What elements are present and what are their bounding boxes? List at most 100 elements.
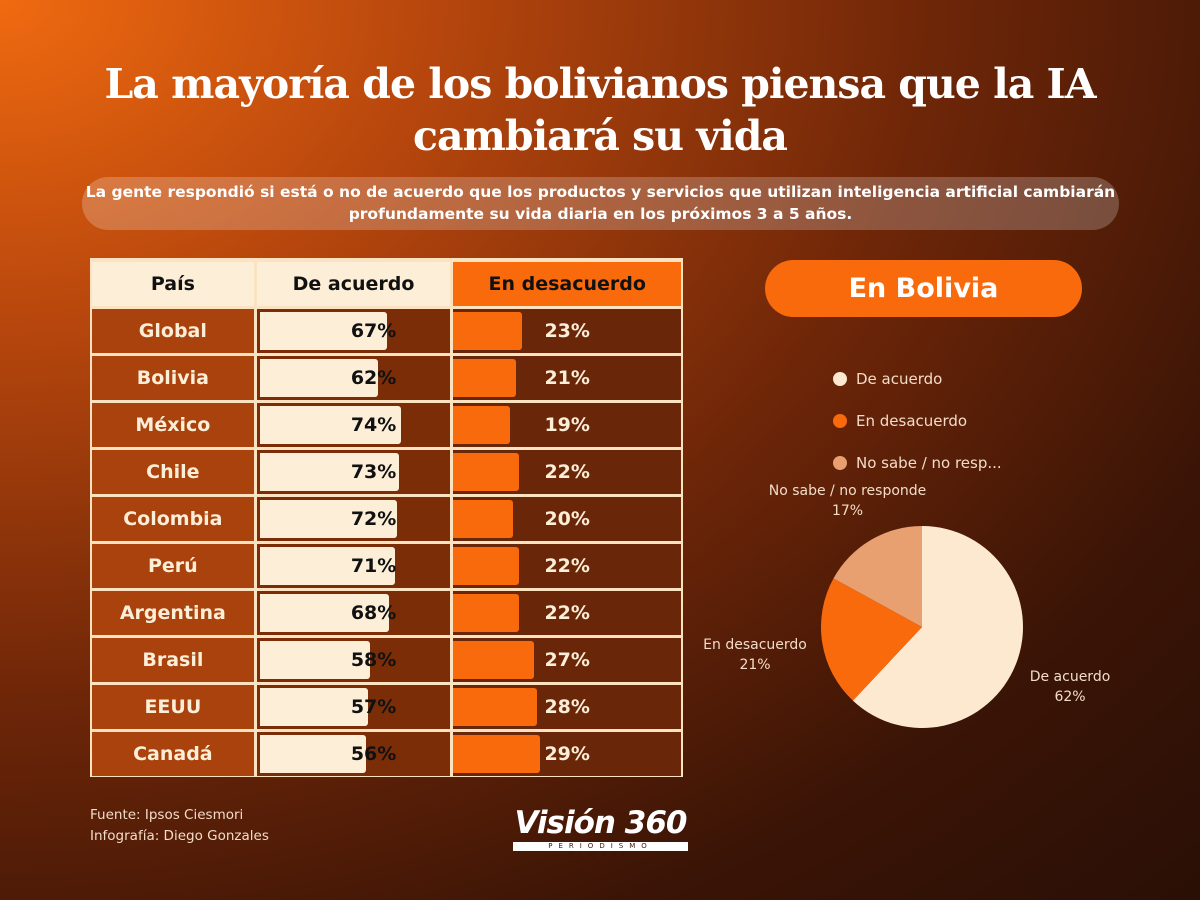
disagree-value: 22% [544,460,590,483]
agree-bar [259,311,387,350]
disagree-cell: 29% [453,731,681,776]
agree-value: 74% [350,413,397,436]
legend-item: De acuerdo [833,358,1002,400]
table-row: México 74% 19% [92,401,681,448]
header-country: País [92,262,254,306]
agree-value: 56% [350,742,397,765]
agree-bar [259,358,378,397]
disagree-bar [453,452,520,491]
agree-bar [259,546,395,585]
agree-value: 57% [350,695,397,718]
table-row: EEUU 57% 28% [92,683,681,730]
disagree-bar [453,593,520,632]
agree-value: 68% [350,601,397,624]
disagree-cell: 27% [453,637,681,682]
agree-cell: 73% [256,449,451,494]
country-name: Bolivia [92,355,254,400]
disagree-cell: 23% [453,308,681,353]
agree-cell: 71% [256,543,451,588]
credit: Infografía: Diego Gonzales [90,828,269,844]
table-row: Canadá 56% 29% [92,730,681,777]
disagree-bar [453,311,523,350]
disagree-value: 22% [544,554,590,577]
pie-slice [833,526,922,627]
table-row: Bolivia 62% 21% [92,354,681,401]
disagree-value: 23% [544,319,590,342]
table-row: Colombia 72% 20% [92,495,681,542]
disagree-value: 29% [544,742,590,765]
disagree-bar [453,546,520,585]
agree-cell: 68% [256,590,451,635]
disagree-bar [453,499,514,538]
country-name: Colombia [92,496,254,541]
disagree-cell: 22% [453,543,681,588]
agree-bar [259,593,389,632]
legend-label: No sabe / no resp... [856,454,1002,472]
disagree-cell: 22% [453,590,681,635]
table-row: Argentina 68% 22% [92,589,681,636]
legend-label: De acuerdo [856,370,943,388]
table-row: Global 67% 23% [92,307,681,354]
disagree-value: 28% [544,695,590,718]
agree-value: 73% [350,460,397,483]
agree-value: 67% [350,319,397,342]
slice-label-unknown: No sabe / no responde 17% [768,483,927,519]
agree-cell: 62% [256,355,451,400]
table-header: País De acuerdo En desacuerdo [92,260,681,307]
disagree-cell: 22% [453,449,681,494]
legend-dot-icon [833,456,847,470]
legend-dot-icon [833,372,847,386]
legend-item: No sabe / no resp... [833,442,1002,484]
table-row: Chile 73% 22% [92,448,681,495]
legend-item: En desacuerdo [833,400,1002,442]
pie-legend: De acuerdo En desacuerdo No sabe / no re… [833,358,1002,484]
country-name: México [92,402,254,447]
country-name: Global [92,308,254,353]
agree-value: 72% [350,507,397,530]
agree-cell: 74% [256,402,451,447]
disagree-bar [453,358,517,397]
agree-cell: 58% [256,637,451,682]
agree-value: 71% [350,554,397,577]
agree-bar [259,734,366,773]
logo: Visión 360 PERIODISMO GLOBAL [513,805,688,859]
slice-label-agree: De acuerdo 62% [1029,669,1111,705]
agree-bar [259,687,368,726]
agree-cell: 72% [256,496,451,541]
agree-cell: 67% [256,308,451,353]
pie-slice [821,578,922,701]
agree-cell: 57% [256,684,451,729]
source: Fuente: Ipsos Ciesmori [90,807,244,823]
disagree-cell: 19% [453,402,681,447]
subtitle: La gente respondió si está o no de acuer… [82,177,1119,230]
country-name: Argentina [92,590,254,635]
table-row: Brasil 58% 27% [92,636,681,683]
slice-label-disagree: En desacuerdo 21% [703,637,807,673]
legend-label: En desacuerdo [856,412,968,430]
disagree-bar [453,640,535,679]
pie-slice [852,526,1023,728]
disagree-value: 20% [544,507,590,530]
header-disagree: En desacuerdo [453,262,681,306]
footer: Fuente: Ipsos Ciesmori Infografía: Diego… [90,805,269,847]
page-title: La mayoría de los bolivianos piensa que … [104,60,1096,160]
disagree-cell: 20% [453,496,681,541]
disagree-bar [453,734,541,773]
country-name: Brasil [92,637,254,682]
country-name: Perú [92,543,254,588]
disagree-bar [453,405,511,444]
agree-bar [259,499,397,538]
disagree-cell: 21% [453,355,681,400]
disagree-value: 21% [544,366,590,389]
disagree-value: 19% [544,413,590,436]
agree-bar [259,452,399,491]
header-agree: De acuerdo [256,262,451,306]
table-row: Perú 71% 22% [92,542,681,589]
legend-dot-icon [833,414,847,428]
agree-value: 62% [350,366,397,389]
agree-bar [259,405,401,444]
country-name: Canadá [92,731,254,776]
disagree-value: 22% [544,601,590,624]
disagree-value: 27% [544,648,590,671]
country-table: País De acuerdo En desacuerdo Global 67%… [90,258,683,777]
